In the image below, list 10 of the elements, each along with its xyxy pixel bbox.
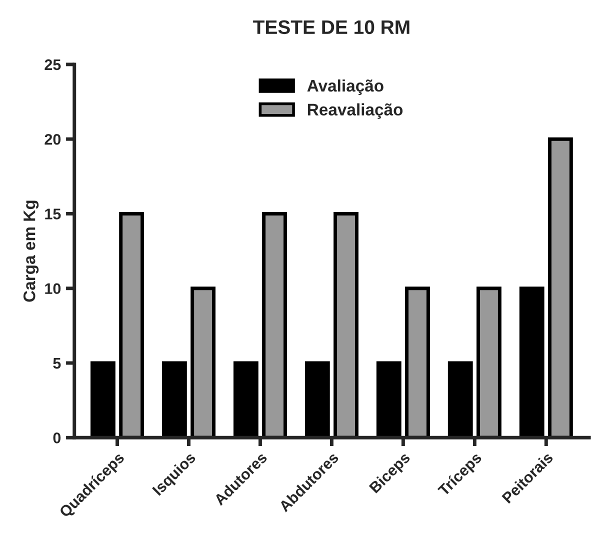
y-tick-label: 15 <box>45 208 61 220</box>
chart-title: TESTE DE 10 RM <box>253 20 410 34</box>
y-tick-label: 0 <box>53 432 61 444</box>
y-tick-label: 25 <box>44 59 61 70</box>
y-tick-label: 5 <box>53 358 61 369</box>
y-axis-title: Carga em Kg <box>23 200 39 302</box>
legend-label: Avaliação <box>307 79 384 95</box>
y-tick-label: 10 <box>45 283 61 294</box>
y-tick-label: 20 <box>44 134 61 145</box>
legend-label: Reavaliação <box>308 103 403 119</box>
